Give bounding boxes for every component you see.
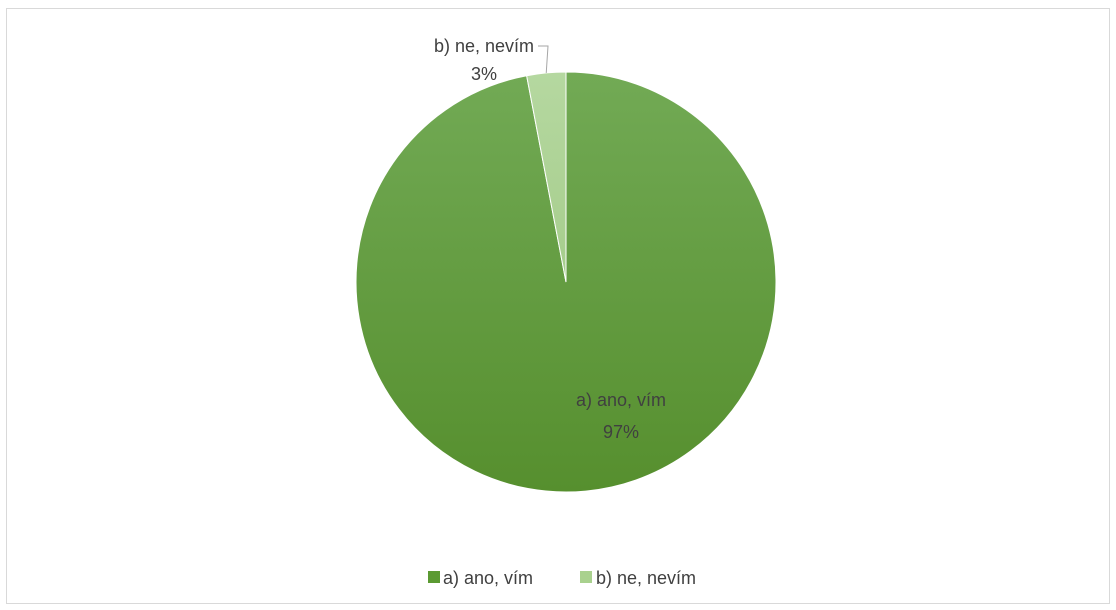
legend: a) ano, vím b) ne, nevím: [428, 568, 696, 588]
pie-slice-1: [526, 71, 567, 283]
legend-label-1: b) ne, nevím: [596, 568, 696, 588]
legend-label-0: a) ano, vím: [443, 568, 533, 588]
data-label-category-0: a) ano, vím: [576, 390, 666, 410]
data-label-category-1: b) ne, nevím: [434, 36, 534, 56]
leader-line: [538, 45, 549, 73]
data-label-value-1: 3%: [471, 64, 497, 84]
data-label-value-0: 97%: [603, 422, 639, 442]
pie-slices: [355, 71, 777, 493]
legend-swatch-0: [428, 571, 440, 583]
legend-swatch-1: [580, 571, 592, 583]
data-labels: a) ano, vím 97% b) ne, nevím 3%: [434, 36, 666, 442]
